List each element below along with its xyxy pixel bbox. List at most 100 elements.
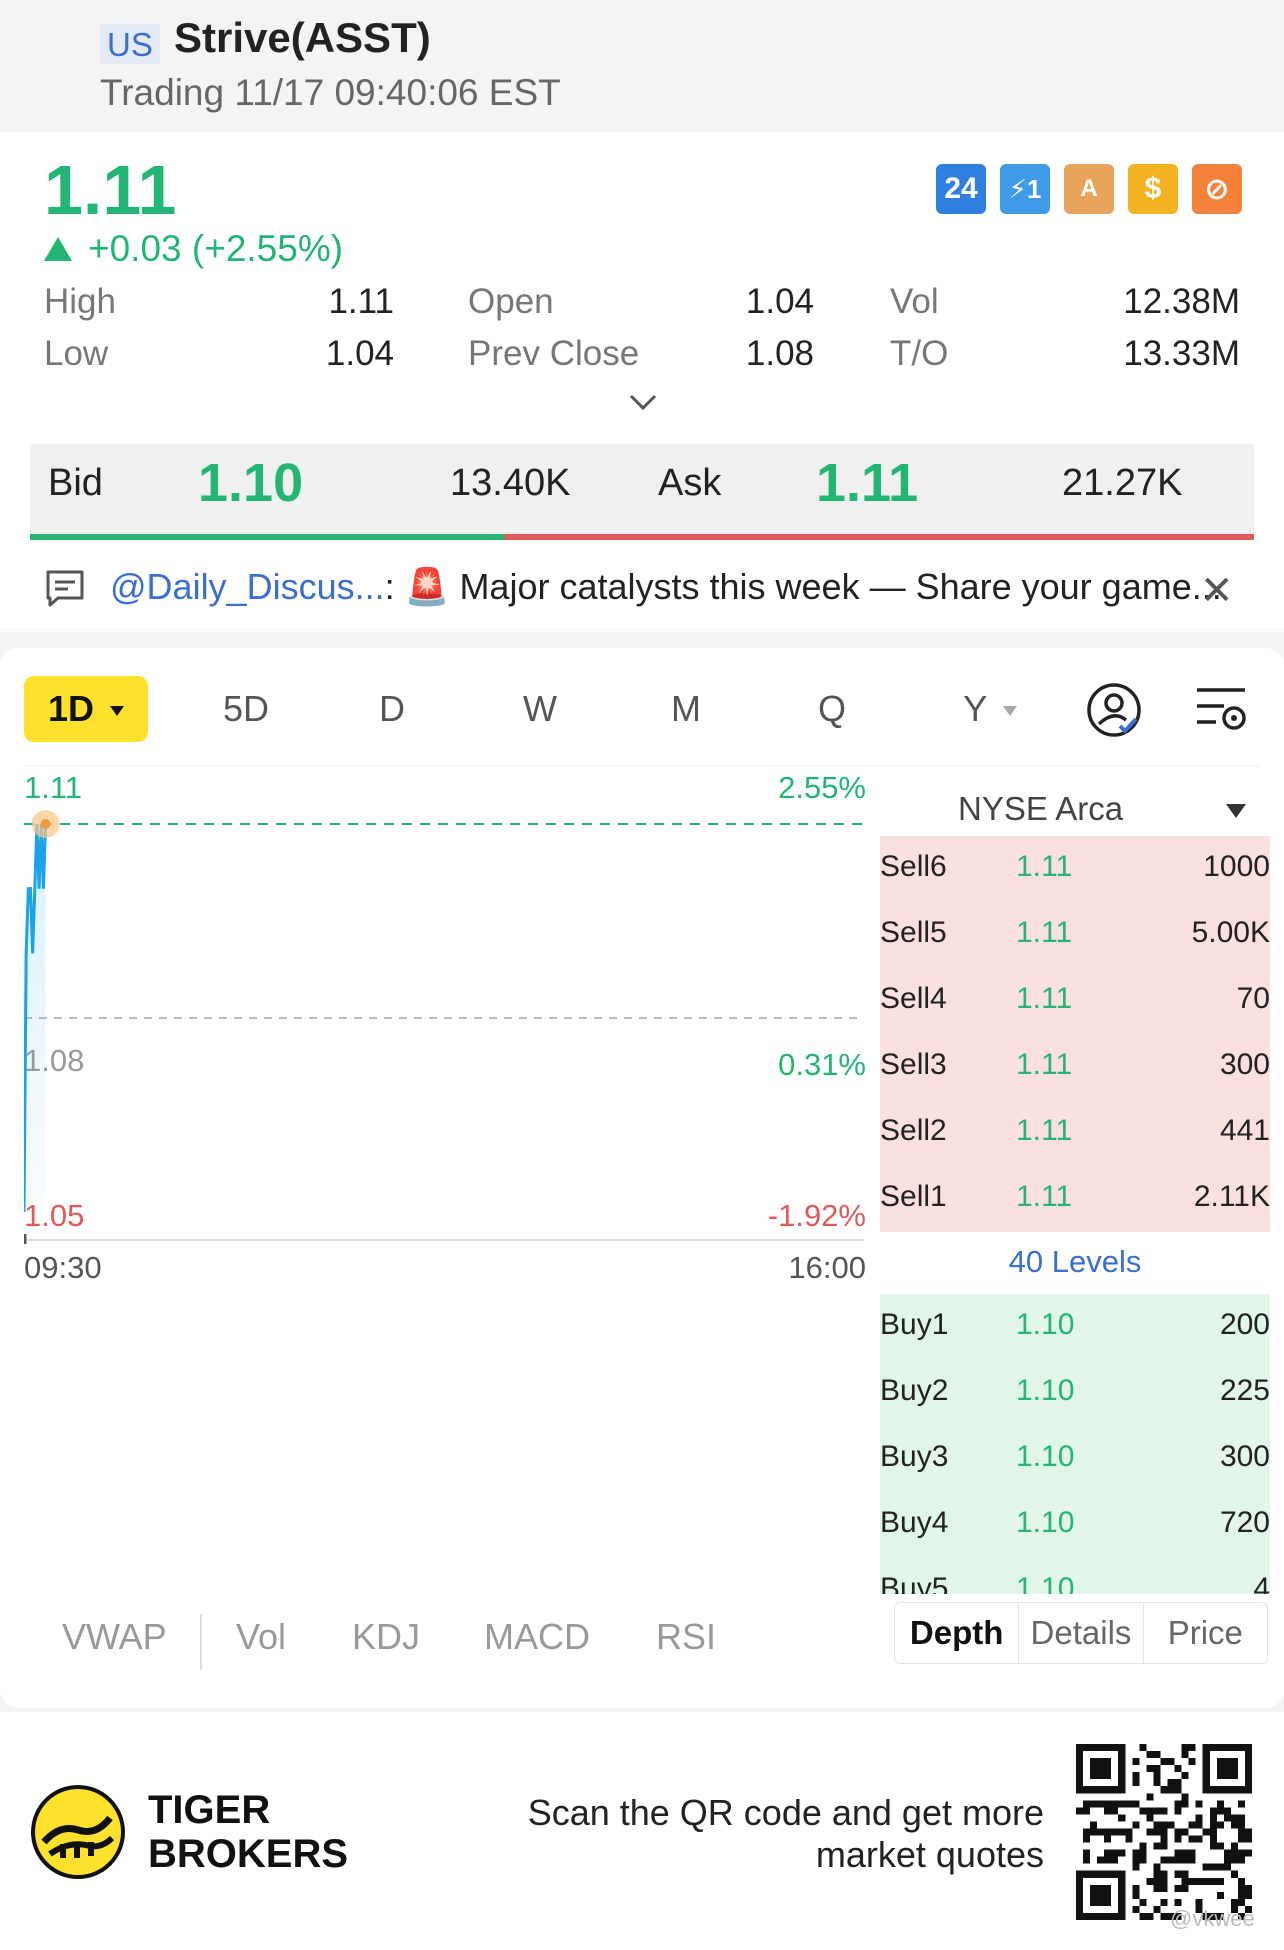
level-price: 1.10 [1016,1440,1075,1473]
notice-message: : 🚨 Major catalysts this week — Share yo… [384,566,1222,607]
no-short-icon[interactable]: ⊘ [1192,164,1242,214]
chevron-down-icon[interactable] [628,388,658,418]
tab-price[interactable]: Price [1167,1614,1243,1651]
tab-details[interactable]: Details [1019,1603,1144,1663]
levels-button[interactable]: 40 Levels [1008,1244,1142,1279]
turnover-value: 13.33M [1123,334,1240,373]
level-size: 70 [1236,982,1270,1015]
level-price: 1.10 [1016,1572,1075,1594]
tab-1d-label: 1D [47,688,94,729]
lightning-icon[interactable]: ⚡1 [1000,164,1050,214]
turnover-label: T/O [890,334,949,373]
price-line [22,823,48,1213]
caret-down-icon [1002,706,1017,717]
level-label: Sell3 [880,1048,947,1081]
scan-prompt: Scan the QR code and get more market quo… [500,1792,1044,1876]
market-tag: US [100,24,160,64]
user-check-icon[interactable] [1086,682,1142,738]
level-label: Sell1 [880,1180,947,1213]
intraday-chart[interactable]: 1.11 2.55% 1.08 0.31% 1.05 -1.92% 09:30 … [22,768,874,1428]
orderbook-row[interactable]: Buy1 1.10 200 [880,1294,1270,1360]
bid-label: Bid [48,462,103,504]
bid-size: 13.40K [450,462,571,504]
tab-week[interactable]: W [523,688,557,729]
price-change-value: +0.03 (+2.55%) [88,228,344,269]
tab-year[interactable]: Y [930,676,1050,742]
indicator-vwap[interactable]: VWAP [62,1616,167,1657]
orderbook-row[interactable]: Sell6 1.11 1000 [880,836,1270,902]
indicator-kdj[interactable]: KDJ [352,1616,421,1657]
24h-trading-icon[interactable]: 24 [936,164,986,214]
level-price: 1.11 [1016,982,1073,1015]
indicator-rsi[interactable]: RSI [656,1616,717,1657]
last-price-dot [40,819,51,829]
level-size: 300 [1219,1440,1270,1473]
level-price: 1.10 [1016,1308,1075,1341]
exchange-name: NYSE Arca [958,790,1124,827]
level-size: 4 [1253,1572,1270,1594]
pct-low-label: -1.92% [768,1198,866,1233]
open-label: Open [468,282,554,321]
tab-month[interactable]: M [671,688,701,729]
ask-label: Ask [658,462,722,504]
notice-mention[interactable]: @Daily_Discus... [110,566,385,607]
orderbook-view-toggle: Depth Details Price [894,1602,1268,1664]
pct-mid-label: 0.31% [778,1047,866,1082]
level-label: Buy4 [880,1506,949,1539]
caret-down-icon [1226,804,1246,818]
message-icon [46,570,84,607]
orderbook-row[interactable]: Buy3 1.10 300 [880,1426,1270,1492]
indicator-macd[interactable]: MACD [484,1616,590,1657]
exchange-selector[interactable]: NYSE Arca [880,782,1270,844]
tiger-brokers-logo [31,1785,125,1879]
tab-day[interactable]: D [379,688,405,729]
header: US Strive(ASST) Trading 11/17 09:40:06 E… [0,0,1284,132]
prev-close-value: 1.08 [745,334,814,373]
ask-price: 1.11 [816,453,919,513]
trading-status: Trading 11/17 09:40:06 EST [100,72,561,113]
time-start-label: 09:30 [24,1250,102,1285]
badge-row: 24 ⚡1 A $ ⊘ [936,164,1242,214]
orderbook-row[interactable]: Buy2 1.10 225 [880,1360,1270,1426]
level-label: Buy2 [880,1374,949,1407]
page-title: Strive(ASST) [174,14,431,61]
brand-line-2: BROKERS [148,1832,349,1876]
vol-label: Vol [890,282,939,321]
bid-ratio-bar [30,534,504,540]
orderbook-row[interactable]: Sell3 1.11 300 [880,1034,1270,1100]
level-price: 1.11 [1016,1180,1073,1213]
orderbook-row[interactable]: Sell2 1.11 441 [880,1100,1270,1166]
chart-settings-icon[interactable] [1194,684,1248,736]
notice-text[interactable]: @Daily_Discus...: 🚨 Major catalysts this… [110,566,1222,608]
chart-canvas[interactable]: 1.11 2.55% 1.08 0.31% 1.05 -1.92% 09:30 … [22,768,874,1428]
indicator-vol[interactable]: Vol [236,1616,287,1657]
close-icon[interactable]: ✕ [1200,569,1234,613]
discussion-notice[interactable]: @Daily_Discus...: 🚨 Major catalysts this… [0,548,1284,630]
level-size: 200 [1219,1308,1270,1341]
timeframe-tabs: 1D 5D D W M Q Y [0,676,1284,744]
caret-down-icon [110,706,125,717]
orderbook-row[interactable]: Sell1 1.11 2.11K [880,1166,1270,1232]
tab-depth[interactable]: Depth [895,1603,1020,1663]
up-arrow-icon [44,237,72,261]
tab-1d[interactable]: 1D [24,676,148,742]
low-label: Low [44,334,109,373]
high-label: High [44,282,116,321]
qr-code-icon[interactable] [1076,1744,1252,1920]
level-size: 2.11K [1193,1180,1270,1213]
dollar-icon[interactable]: $ [1128,164,1178,214]
watermark: @vkwee [1170,1906,1255,1931]
vol-value: 12.38M [1123,282,1240,321]
orderbook-row[interactable]: Sell4 1.11 70 [880,968,1270,1034]
orderbook-row[interactable]: Buy5 1.10 4 [880,1558,1270,1594]
stack-icon[interactable]: A [1064,164,1114,214]
ask-ratio-bar [504,534,1254,540]
chart-card: 1D 5D D W M Q Y [0,648,1284,1708]
orderbook-row[interactable]: Buy4 1.10 720 [880,1492,1270,1558]
tab-5d[interactable]: 5D [222,688,270,729]
tab-quarter[interactable]: Q [817,688,846,729]
scan-line-1: Scan the QR code and get more [527,1792,1044,1833]
scan-line-2: market quotes [815,1834,1044,1875]
orderbook-row[interactable]: Sell5 1.11 5.00K [880,902,1270,968]
tabs-divider [24,766,1260,767]
